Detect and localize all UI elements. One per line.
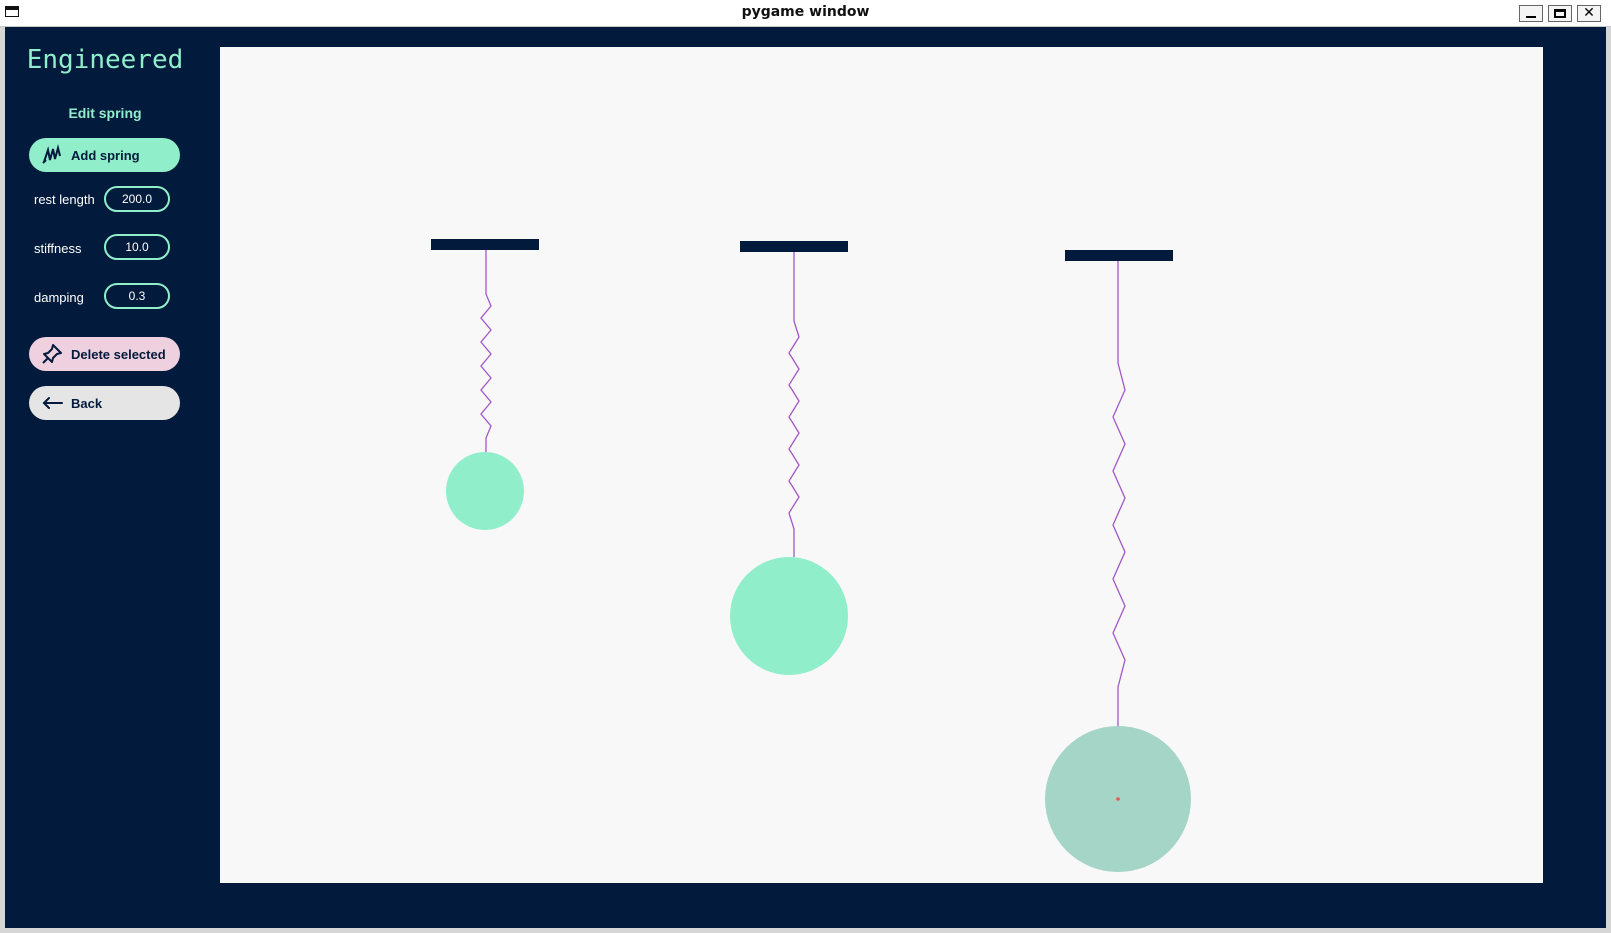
back-button[interactable]: Back	[29, 386, 180, 420]
delete-selected-button[interactable]: Delete selected	[29, 337, 180, 371]
add-spring-label: Add spring	[71, 147, 140, 163]
mass-ball[interactable]	[446, 452, 524, 530]
pin-icon	[41, 343, 63, 365]
spring-icon	[41, 144, 63, 166]
add-spring-button[interactable]: Add spring	[29, 138, 180, 172]
spring[interactable]	[788, 252, 800, 557]
damping-input[interactable]	[104, 283, 170, 309]
stiffness-input[interactable]	[104, 234, 170, 260]
damping-label: damping	[34, 290, 84, 305]
maximize-icon[interactable]	[1548, 5, 1572, 22]
minimize-icon[interactable]	[1519, 5, 1543, 22]
anchor-bar[interactable]	[431, 239, 539, 250]
simulation-canvas[interactable]	[220, 47, 1543, 883]
close-glyph: ✕	[1583, 5, 1595, 21]
rest-length-label: rest length	[34, 192, 95, 207]
window-titlebar: pygame window ✕	[0, 0, 1611, 27]
section-label: Edit spring	[68, 105, 142, 121]
arrow-left-icon	[41, 392, 63, 414]
anchor-bar[interactable]	[1065, 250, 1173, 261]
app-logo: Engineered	[26, 45, 184, 75]
stiffness-label: stiffness	[34, 241, 82, 256]
rest-length-input[interactable]	[104, 186, 170, 212]
anchor-bar[interactable]	[740, 241, 848, 252]
window-app-icon	[5, 6, 19, 17]
simulation-scene	[431, 239, 1191, 872]
window-title: pygame window	[741, 4, 870, 20]
spring[interactable]	[1112, 261, 1126, 727]
delete-selected-label: Delete selected	[71, 346, 166, 362]
mass-center-dot	[1116, 797, 1120, 801]
back-label: Back	[71, 395, 103, 411]
mass-ball[interactable]	[730, 557, 848, 675]
close-icon[interactable]: ✕	[1577, 5, 1601, 22]
spring[interactable]	[480, 250, 492, 452]
